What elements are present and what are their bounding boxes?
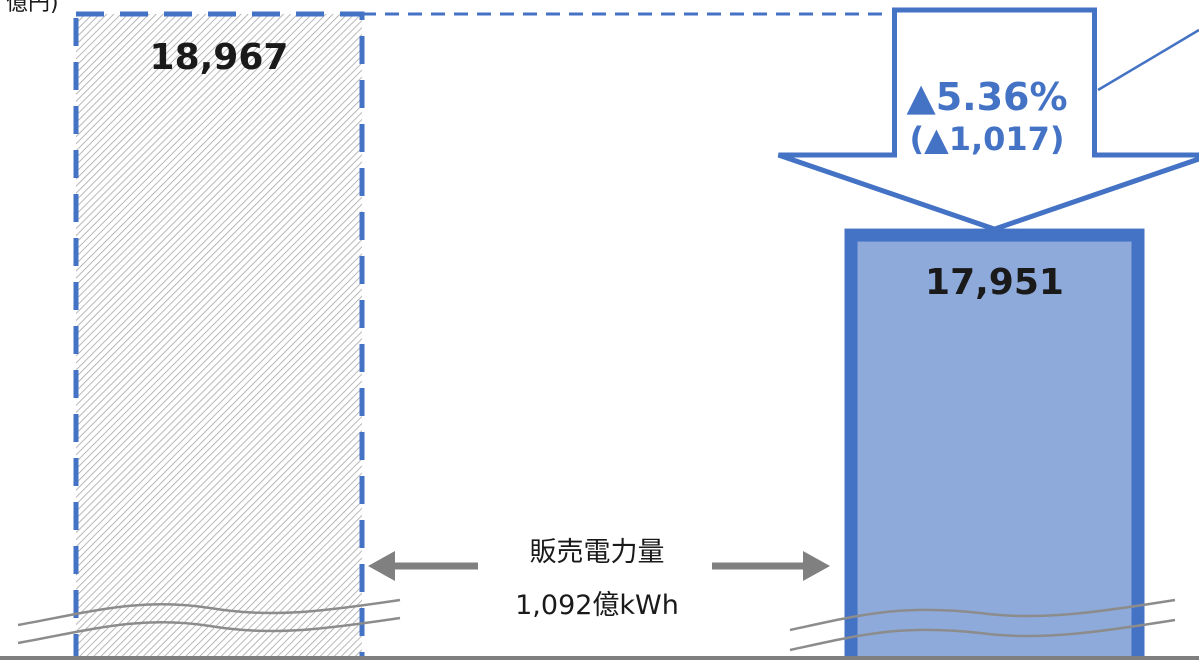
bar-previous-value-label: 18,967 xyxy=(150,37,289,78)
bar-previous xyxy=(73,11,365,660)
callout-line xyxy=(1097,28,1199,92)
axis-break-right xyxy=(789,598,1176,652)
unit-label: 億円) xyxy=(6,0,59,16)
change-amount-label: (▲1,017) xyxy=(909,120,1064,158)
axis-break-left xyxy=(17,598,401,645)
sales-volume-title: 販売電力量 xyxy=(530,537,665,568)
bar-current-value-label: 17,951 xyxy=(925,262,1064,303)
change-percent-label: ▲5.36% xyxy=(906,75,1067,119)
sales-volume-value: 1,092億kWh xyxy=(515,590,679,621)
decrease-arrow xyxy=(777,7,1199,232)
sales-volume-arrow xyxy=(368,551,830,581)
bar-current xyxy=(844,228,1145,660)
